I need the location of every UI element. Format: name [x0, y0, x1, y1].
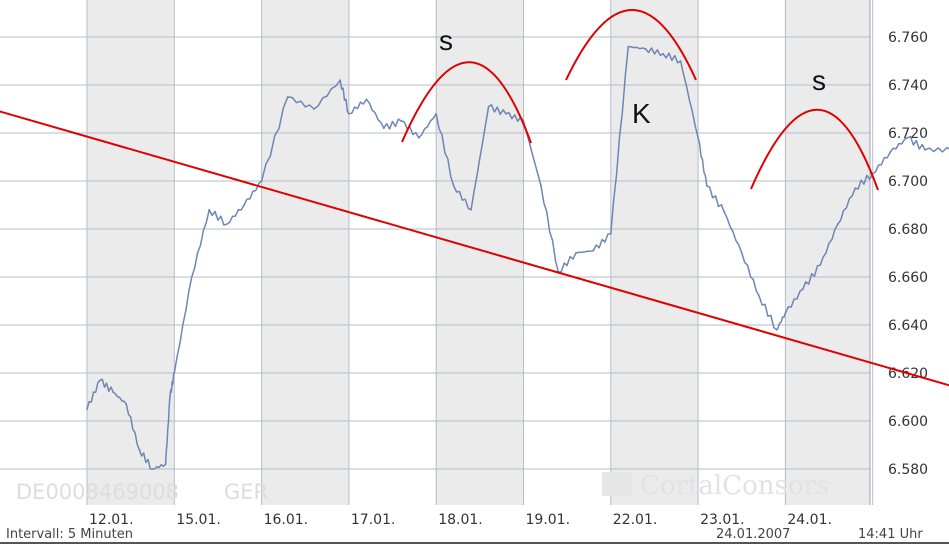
- brand-logo-icon: CortalConsors: [602, 471, 829, 501]
- annotation-s-right: s: [812, 65, 826, 96]
- price-point: [758, 295, 761, 298]
- drawn-annotations: [0, 9, 949, 387]
- price-point: [208, 208, 211, 211]
- y-tick-label: 6.640: [888, 318, 928, 334]
- price-point: [435, 112, 438, 115]
- price-point: [313, 108, 315, 110]
- price-point: [609, 232, 612, 235]
- y-axis-labels: 6.5806.6006.6206.6406.6606.6806.7006.720…: [888, 30, 928, 478]
- price-point: [540, 184, 542, 187]
- price-point: [400, 120, 403, 122]
- price-point: [173, 372, 176, 374]
- price-point: [365, 98, 368, 101]
- exchange-watermark: GER: [224, 480, 268, 504]
- price-point: [339, 79, 342, 82]
- x-tick-label: 15.01.: [176, 512, 221, 528]
- price-point: [417, 136, 420, 139]
- x-axis-labels: 12.01. 15.01. 16.01. 17.01. 18.01. 19.01. 22.0…: [89, 512, 832, 528]
- price-point: [86, 408, 88, 410]
- price-point: [505, 112, 507, 115]
- price-point: [138, 448, 141, 451]
- price-point: [705, 184, 708, 187]
- price-point: [854, 187, 857, 190]
- y-tick-label: 6.680: [888, 222, 928, 238]
- y-tick-label: 6.660: [888, 270, 928, 286]
- day-shade: [785, 0, 870, 505]
- price-point: [592, 249, 595, 252]
- trend-line: [0, 110, 949, 387]
- price-point: [225, 223, 228, 226]
- y-tick-label: 6.700: [888, 174, 928, 190]
- day-shade: [436, 0, 524, 505]
- day-shade: [261, 0, 349, 505]
- price-point: [470, 208, 473, 211]
- y-tick-label: 6.760: [888, 30, 928, 46]
- grid-lines: [0, 0, 874, 505]
- price-point: [784, 312, 787, 314]
- price-point: [906, 136, 909, 139]
- y-tick-label: 6.740: [888, 78, 928, 94]
- arc-head: [565, 9, 697, 81]
- price-point: [112, 391, 115, 394]
- price-point: [775, 328, 778, 331]
- x-tick-label: 24.01.: [787, 512, 832, 528]
- isin-watermark: DE0008469008: [16, 480, 179, 504]
- y-tick-label: 6.600: [888, 414, 928, 430]
- price-point: [819, 264, 822, 266]
- price-point: [627, 45, 630, 48]
- brand-watermark: CortalConsors: [640, 471, 829, 501]
- price-point: [574, 252, 577, 254]
- price-point: [452, 184, 455, 187]
- day-shade: [610, 0, 699, 505]
- price-point: [662, 52, 665, 55]
- x-tick-label: 12.01.: [89, 512, 134, 528]
- annotation-k: K: [632, 98, 651, 129]
- x-tick-label: 17.01.: [351, 512, 396, 528]
- price-point: [169, 396, 171, 398]
- price-point: [164, 463, 167, 466]
- x-tick-label: 22.01.: [613, 512, 658, 528]
- price-point: [190, 276, 193, 278]
- price-point: [723, 211, 726, 214]
- y-tick-label: 6.580: [888, 462, 928, 478]
- price-point: [924, 148, 926, 151]
- price-point: [740, 252, 743, 254]
- footer-date: 24.01.2007: [716, 527, 790, 542]
- y-tick-label: 6.720: [888, 126, 928, 142]
- price-point: [99, 379, 101, 382]
- price-point: [260, 180, 263, 182]
- price-point: [382, 127, 385, 130]
- arc-shoulder-right: [750, 108, 879, 191]
- day-shade: [87, 0, 175, 505]
- price-point: [151, 468, 154, 470]
- price-point: [697, 136, 699, 139]
- price-point: [348, 112, 350, 115]
- price-point: [243, 204, 246, 206]
- price-point: [836, 223, 839, 226]
- price-point: [889, 151, 892, 154]
- interval-label: Intervall: 5 Minuten: [6, 527, 133, 542]
- arc-shoulder-left: [401, 61, 532, 144]
- price-point: [679, 60, 682, 62]
- x-tick-label: 19.01.: [526, 512, 571, 528]
- price-series: [86, 45, 949, 470]
- price-point: [801, 288, 804, 290]
- price-point: [487, 105, 490, 108]
- footer-time: 14:41 Uhr: [858, 527, 923, 542]
- price-point: [644, 48, 647, 50]
- weekend-shading: [87, 0, 870, 505]
- annotation-s-left: s: [439, 25, 453, 56]
- watermarks: DE0008469008 GER CortalConsors: [16, 471, 829, 504]
- x-tick-label: 16.01.: [264, 512, 309, 528]
- x-tick-label: 18.01.: [438, 512, 483, 528]
- price-point: [286, 96, 289, 98]
- price-point: [125, 403, 128, 406]
- x-tick-label: 23.01.: [700, 512, 745, 528]
